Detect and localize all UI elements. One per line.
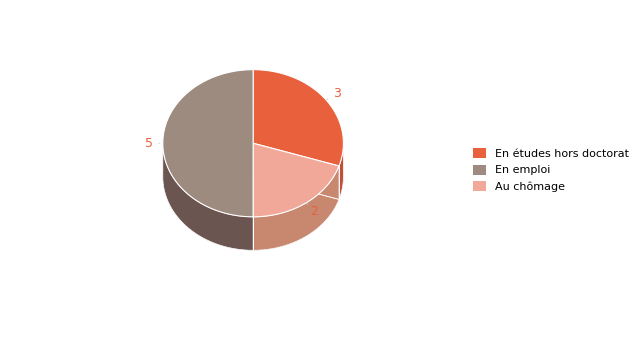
Text: 2: 2: [306, 203, 318, 218]
Polygon shape: [163, 144, 253, 250]
Ellipse shape: [163, 103, 344, 250]
Polygon shape: [253, 166, 339, 250]
Text: 3: 3: [326, 87, 341, 100]
Polygon shape: [339, 144, 344, 200]
Text: 5: 5: [145, 137, 160, 150]
Polygon shape: [163, 70, 253, 217]
Legend: En études hors doctorat, En emploi, Au chômage: En études hors doctorat, En emploi, Au c…: [467, 143, 634, 197]
Polygon shape: [253, 70, 344, 166]
Polygon shape: [253, 143, 339, 217]
